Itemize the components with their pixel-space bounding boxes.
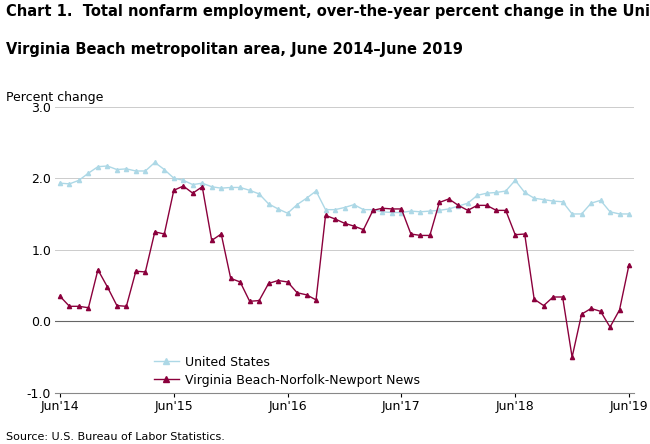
Virginia Beach-Norfolk-Newport News: [170, 188, 177, 193]
Virginia Beach-Norfolk-Newport News: [265, 281, 272, 286]
Line: United States: United States: [58, 160, 631, 216]
United States: [369, 207, 377, 212]
Text: Percent change: Percent change: [6, 91, 103, 104]
United States: [265, 201, 272, 206]
United States: [559, 199, 567, 204]
Virginia Beach-Norfolk-Newport News: [198, 184, 206, 190]
United States: [56, 181, 64, 186]
Virginia Beach-Norfolk-Newport News: [407, 231, 415, 237]
United States: [151, 160, 159, 165]
United States: [568, 211, 576, 217]
Text: Chart 1.  Total nonfarm employment, over-the-year percent change in the United S: Chart 1. Total nonfarm employment, over-…: [6, 4, 650, 20]
United States: [625, 211, 633, 217]
Virginia Beach-Norfolk-Newport News: [369, 208, 377, 213]
Virginia Beach-Norfolk-Newport News: [625, 262, 633, 267]
Legend: United States, Virginia Beach-Norfolk-Newport News: United States, Virginia Beach-Norfolk-Ne…: [153, 356, 420, 387]
Virginia Beach-Norfolk-Newport News: [559, 294, 567, 300]
Virginia Beach-Norfolk-Newport News: [56, 293, 64, 299]
United States: [407, 208, 415, 214]
Text: Source: U.S. Bureau of Labor Statistics.: Source: U.S. Bureau of Labor Statistics.: [6, 432, 226, 442]
Virginia Beach-Norfolk-Newport News: [568, 354, 576, 360]
United States: [179, 178, 187, 183]
Text: Virginia Beach metropolitan area, June 2014–June 2019: Virginia Beach metropolitan area, June 2…: [6, 42, 463, 57]
Virginia Beach-Norfolk-Newport News: [179, 183, 187, 189]
Line: Virginia Beach-Norfolk-Newport News: Virginia Beach-Norfolk-Newport News: [58, 184, 631, 359]
United States: [198, 181, 206, 186]
